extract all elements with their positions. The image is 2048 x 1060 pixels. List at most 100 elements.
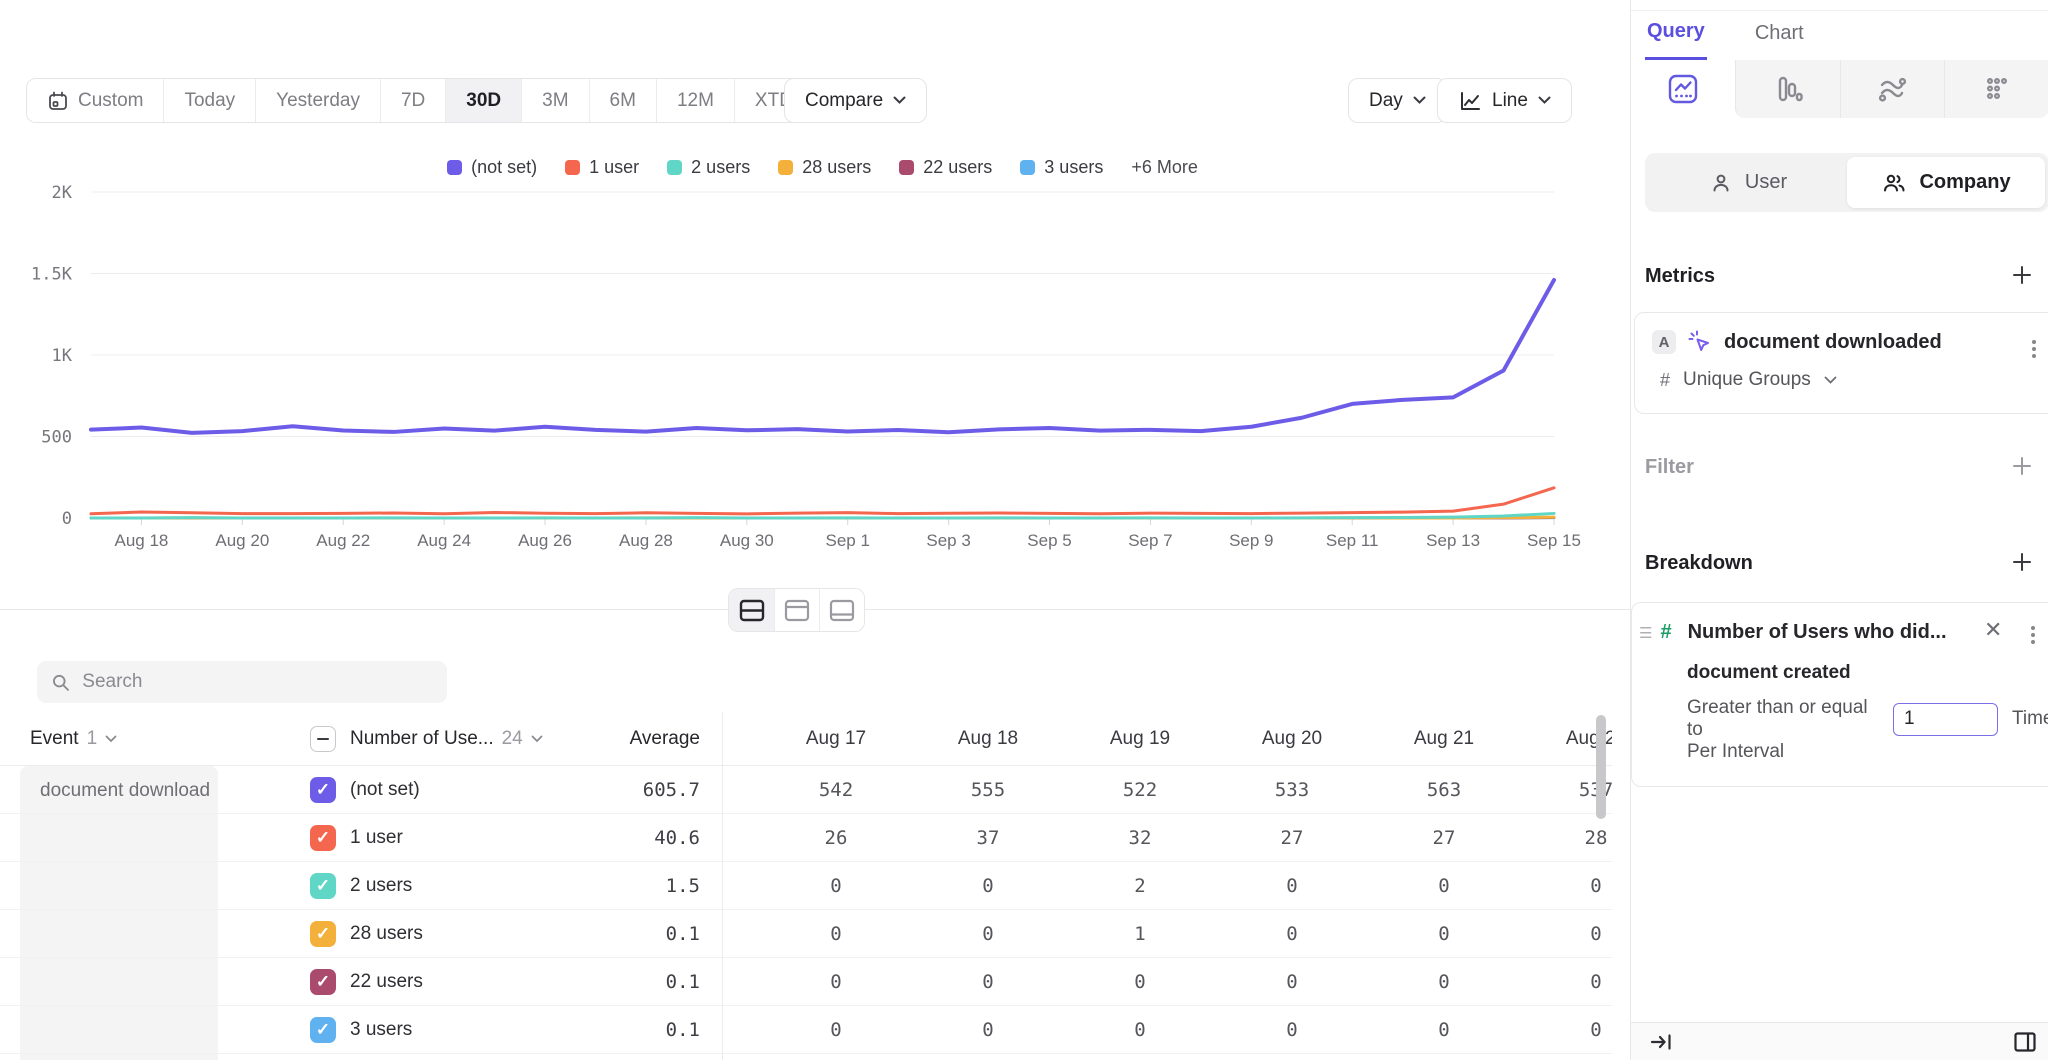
main-content: Custom Today Yesterday 7D 30D 3M 6M 12M …: [0, 78, 1630, 1060]
condition-label[interactable]: Greater than or equal to: [1687, 697, 1868, 740]
collapse-panel-button[interactable]: [1649, 1031, 1673, 1056]
cell-value: 0: [1590, 1018, 1602, 1041]
legend-item[interactable]: 3 users: [1020, 157, 1103, 178]
legend-more-link[interactable]: +6 More: [1131, 156, 1198, 177]
breakdown-card[interactable]: ☰ # Number of Users who did... ✕ documen…: [1631, 602, 2048, 787]
row-average: 1.5: [665, 874, 700, 897]
date-range-7d[interactable]: 7D: [379, 79, 446, 122]
breakdown-property[interactable]: Number of Users who did...: [1687, 621, 1947, 643]
layout-panel-bottom-button[interactable]: [819, 589, 864, 631]
granularity-dropdown[interactable]: Day: [1348, 78, 1447, 123]
row-checkbox[interactable]: ✓: [310, 777, 336, 803]
table-row[interactable]: ✓ 1 user 40.6 26 37 32 27 27 28: [0, 814, 1612, 862]
legend-item[interactable]: 28 users: [778, 157, 871, 178]
event-list-item[interactable]: document downloaded [U...: [40, 780, 210, 801]
scope-company-button[interactable]: Company: [1847, 157, 2045, 208]
chart-type-flow-button[interactable]: [1839, 60, 1945, 118]
chart-type-selector: [1631, 60, 2048, 118]
event-column-header[interactable]: Event 1: [30, 712, 117, 765]
date-range-group: Custom Today Yesterday 7D 30D 3M 6M 12M …: [26, 78, 836, 123]
legend-swatch: [565, 159, 581, 175]
metric-menu-button[interactable]: [2028, 333, 2040, 365]
row-label: 3 users: [350, 1018, 413, 1040]
svg-text:Aug 18: Aug 18: [115, 531, 169, 550]
legend-item[interactable]: 22 users: [899, 157, 992, 178]
cell-value: 533: [1274, 778, 1310, 801]
chart-type-grid-button[interactable]: [1944, 60, 2048, 118]
svg-text:Aug 28: Aug 28: [619, 531, 673, 550]
row-checkbox[interactable]: ✓: [310, 825, 336, 851]
cell-value: 0: [1438, 874, 1450, 897]
drag-handle-icon[interactable]: ☰: [1639, 624, 1652, 642]
legend-item[interactable]: 2 users: [667, 157, 750, 178]
date-range-30d[interactable]: 30D: [445, 79, 522, 122]
date-range-12m[interactable]: 12M: [655, 79, 734, 122]
query-panel: Query Chart User Company Metrics: [1630, 0, 2048, 1060]
cell-value: 0: [1134, 970, 1146, 993]
table-row[interactable]: ✓ (not set) 605.7 542 555 522 533 563 53…: [0, 766, 1612, 814]
row-checkbox[interactable]: ✓: [310, 969, 336, 995]
date-range-yesterday[interactable]: Yesterday: [255, 79, 380, 122]
filter-section-header: Filter: [1645, 453, 2035, 482]
svg-text:Sep 5: Sep 5: [1027, 531, 1071, 550]
breakdown-menu-button[interactable]: [2027, 619, 2039, 651]
close-icon[interactable]: ✕: [1984, 617, 2003, 642]
chart-type-bar-button[interactable]: [1734, 60, 1840, 118]
svg-text:Sep 15: Sep 15: [1527, 531, 1581, 550]
flow-chart-icon: [1879, 77, 1907, 102]
condition-value-input[interactable]: [1892, 702, 1998, 736]
layout-toggle-group: [728, 588, 865, 632]
row-label: (not set): [350, 778, 420, 800]
cell-value: 0: [1438, 970, 1450, 993]
row-checkbox[interactable]: ✓: [310, 921, 336, 947]
select-all-checkbox[interactable]: [310, 726, 336, 752]
legend-item[interactable]: 1 user: [565, 157, 639, 178]
table-row[interactable]: ✓ 22 users 0.1 0 0 0 0 0 0: [0, 958, 1612, 1006]
group-count: 24: [501, 727, 523, 749]
date-range-6m[interactable]: 6M: [588, 79, 656, 122]
event-spark-icon: [1688, 330, 1709, 351]
split-view-button[interactable]: [2012, 1029, 2038, 1058]
table-scrollbar[interactable]: [1596, 715, 1606, 819]
column-divider: [722, 712, 723, 1060]
compare-button[interactable]: Compare: [784, 78, 928, 123]
add-filter-button[interactable]: [2009, 453, 2035, 482]
layout-split-horizontal-button[interactable]: [729, 589, 774, 631]
row-checkbox[interactable]: ✓: [310, 1017, 336, 1043]
layout-panel-top-button[interactable]: [774, 589, 819, 631]
tab-query[interactable]: Query: [1645, 20, 1707, 61]
row-checkbox[interactable]: ✓: [310, 873, 336, 899]
chevron-down-icon: [1538, 96, 1551, 104]
table-row[interactable]: ✓ 2 users 1.5 0 0 2 0 0 0: [0, 862, 1612, 910]
svg-text:Aug 24: Aug 24: [417, 531, 471, 550]
breakdown-event[interactable]: document created: [1687, 662, 1851, 683]
line-chart[interactable]: 0 500 1K 1.5K 2K Aug 18 Aug 20 Aug 22 Aug 24 Aug …: [0, 150, 1630, 570]
tab-chart[interactable]: Chart: [1753, 20, 1806, 61]
date-range-3m[interactable]: 3M: [521, 79, 589, 122]
add-metric-button[interactable]: [2009, 262, 2035, 291]
date-column-header: Aug 19: [1109, 727, 1171, 749]
svg-text:Sep 3: Sep 3: [926, 531, 970, 550]
legend-item[interactable]: (not set): [447, 157, 537, 178]
cell-value: 0: [830, 1018, 842, 1041]
split-horizontal-icon: [739, 599, 764, 621]
add-breakdown-button[interactable]: [2009, 549, 2035, 578]
chart-type-line-button[interactable]: [1631, 60, 1735, 118]
average-column-header[interactable]: Average: [629, 727, 700, 749]
metric-badge: A: [1652, 330, 1676, 354]
breakdown-section-header: Breakdown: [1645, 549, 2035, 578]
date-range-today[interactable]: Today: [163, 79, 256, 122]
cell-value: 563: [1426, 778, 1462, 801]
search-input[interactable]: [82, 671, 433, 693]
group-column-header[interactable]: Number of Use... 24: [350, 712, 543, 765]
metric-event-name[interactable]: document downloaded: [1724, 330, 1942, 353]
metric-card[interactable]: A document downloaded # Unique Groups: [1634, 312, 2048, 414]
scope-user-button[interactable]: User: [1649, 157, 1847, 208]
date-range-custom[interactable]: Custom: [27, 79, 164, 122]
row-label: 22 users: [350, 970, 423, 992]
table-row[interactable]: ✓ 3 users 0.1 0 0 0 0 0 0: [0, 1006, 1612, 1054]
legend-swatch: [667, 159, 683, 175]
table-row[interactable]: ✓ 28 users 0.1 0 0 1 0 0 0: [0, 910, 1612, 958]
chart-type-dropdown[interactable]: Line: [1437, 78, 1572, 123]
aggregation-dropdown[interactable]: Unique Groups: [1683, 369, 1811, 390]
